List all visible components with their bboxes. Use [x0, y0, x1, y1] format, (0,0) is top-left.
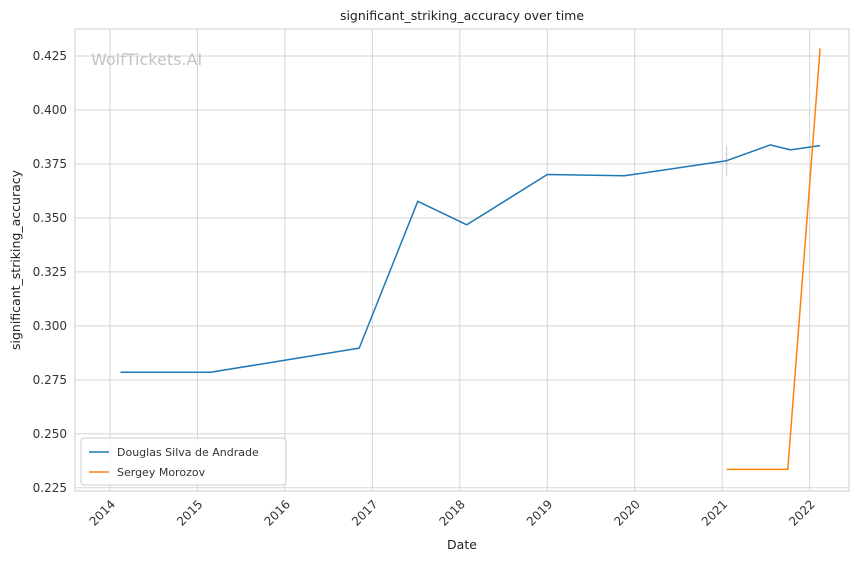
legend-box [80, 437, 287, 486]
y-tick-label: 0.350 [33, 211, 67, 225]
y-axis-label: significant_striking_accuracy [8, 169, 23, 350]
y-tick-label: 0.425 [33, 49, 67, 63]
x-axis-label: Date [447, 537, 477, 552]
series-1-line [726, 48, 821, 471]
legend: Douglas Silva de Andrade Sergey Morozov [80, 437, 287, 486]
legend-label-1: Sergey Morozov [117, 466, 206, 479]
series-layer [120, 48, 821, 471]
series-0-line [120, 144, 821, 374]
watermark-text: WolfTickets.AI [91, 50, 202, 69]
y-tick-label: 0.375 [33, 157, 67, 171]
y-tick-label: 0.250 [33, 427, 67, 441]
y-tick-label: 0.275 [33, 373, 67, 387]
y-tick-label: 0.325 [33, 265, 67, 279]
plot-area: WolfTickets.AI [74, 28, 850, 492]
y-tick-label: 0.225 [33, 481, 67, 495]
y-tick-label: 0.400 [33, 103, 67, 117]
chart-title: significant_striking_accuracy over time [340, 8, 584, 23]
y-tick-label: 0.300 [33, 319, 67, 333]
y-axis-ticks: 0.225 0.250 0.275 0.300 0.325 0.350 0.375 0.400… [33, 49, 67, 495]
legend-label-0: Douglas Silva de Andrade [117, 446, 259, 459]
grid-layer [75, 29, 849, 491]
plot-frame [74, 28, 850, 492]
